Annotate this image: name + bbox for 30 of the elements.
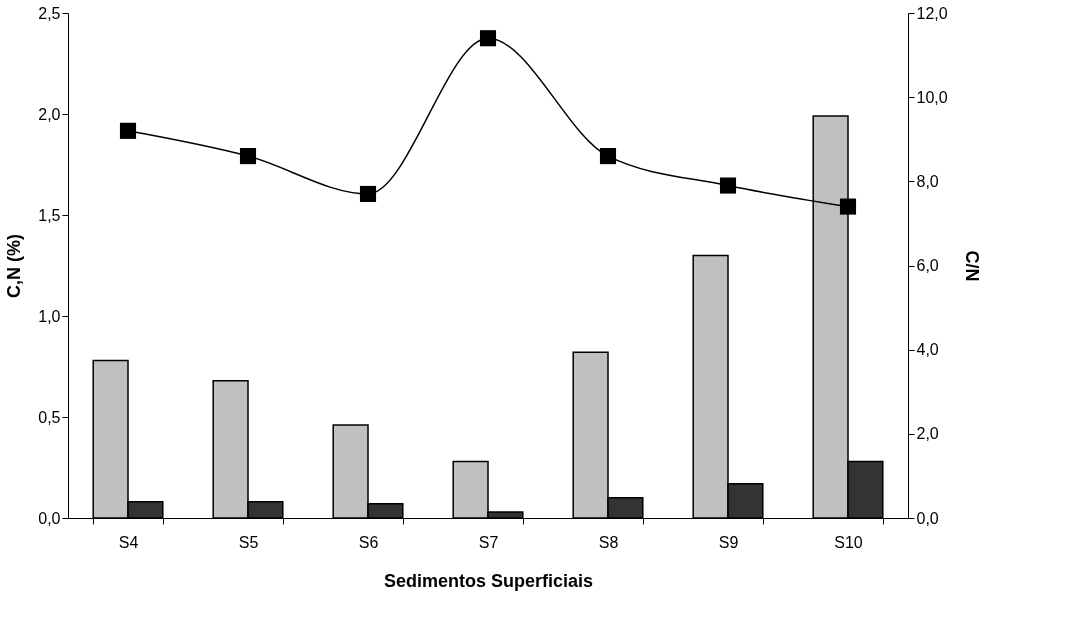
y2-axis-title: C/N — [961, 250, 982, 282]
y2-tick-label: 6,0 — [916, 257, 939, 274]
x-tick-label: S8 — [598, 533, 619, 551]
point — [239, 148, 257, 165]
y-tick-label: 2,0 — [38, 105, 61, 123]
y2-tick-label: 12,0 — [916, 4, 948, 22]
x-axis-title: Sedimentos Superficiais — [383, 570, 594, 591]
y-tick-label: 2,5 — [38, 4, 61, 22]
y2-tick-label: 10,0 — [916, 88, 948, 106]
y-tick-label: 1,0 — [38, 307, 61, 325]
point — [599, 148, 617, 165]
point — [479, 30, 497, 47]
x-tick-label: S10 — [834, 533, 863, 551]
point — [119, 122, 137, 139]
y-tick-label: 0,0 — [38, 509, 61, 527]
x-tick-label: S7 — [478, 533, 499, 551]
x-tick-label: S6 — [358, 533, 379, 551]
y-tick-label: 1,5 — [38, 206, 61, 224]
point — [719, 177, 737, 194]
y-tick-label: 0,5 — [38, 408, 61, 426]
y2-tick-label: 0,0 — [916, 509, 939, 527]
y2-tick-label: 4,0 — [916, 341, 939, 359]
y-axis-title: C,N (%) — [4, 234, 25, 298]
y2-tick-label: 8,0 — [916, 172, 939, 190]
x-tick-label: S5 — [238, 533, 259, 551]
x-tick-label: S4 — [118, 533, 139, 551]
point — [359, 185, 377, 203]
point — [839, 198, 857, 215]
x-tick-label: S9 — [718, 533, 739, 551]
y2-tick-label: 2,0 — [916, 425, 939, 443]
